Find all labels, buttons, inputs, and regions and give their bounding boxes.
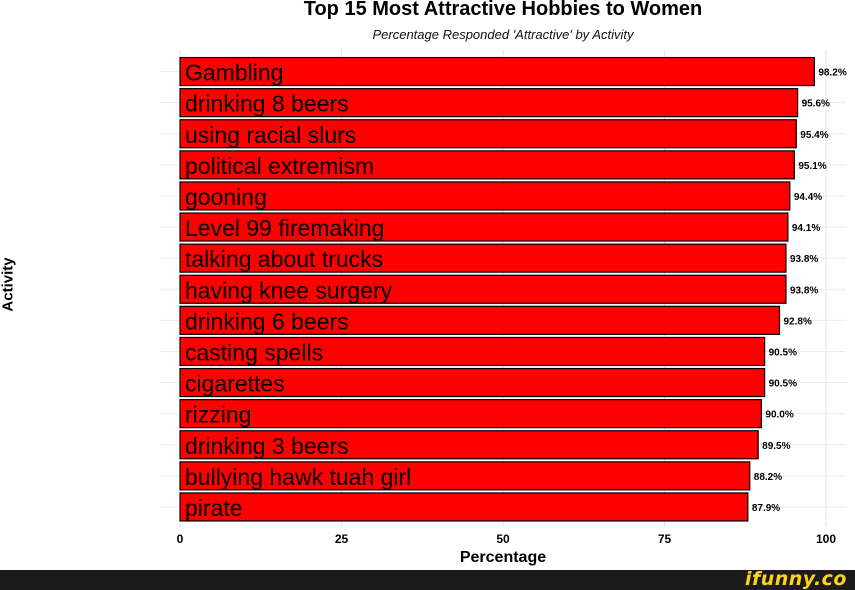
bar-category-label: gooning (185, 184, 267, 210)
bar-category-label: casting spells (185, 339, 323, 365)
ifunny-logo: ifunny.co (744, 568, 847, 590)
bar (179, 430, 759, 460)
bar (179, 150, 795, 180)
bar-value-label: 95.6% (802, 99, 830, 110)
chart-title: Top 15 Most Attractive Hobbies to Women (303, 0, 703, 20)
bar-value-label: 98.2% (818, 68, 846, 79)
bar-value-label: 95.1% (798, 161, 826, 172)
x-tick-label: 75 (658, 532, 672, 546)
bar (179, 461, 751, 491)
bar-value-label: 89.5% (762, 441, 790, 452)
bar-category-label: rizzing (185, 402, 251, 428)
bar-value-label: 90.0% (765, 410, 793, 421)
x-tick-label: 25 (335, 532, 349, 546)
bar (179, 88, 799, 118)
bar (179, 243, 787, 273)
bar (179, 336, 766, 367)
chart-subtitle: Percentage Responded 'Attractive' by Act… (372, 27, 634, 42)
bar-value-label: 94.1% (792, 223, 820, 234)
bar-category-label: Gambling (185, 60, 283, 86)
bar-category-label: drinking 3 beers (185, 433, 349, 459)
bar (179, 56, 815, 87)
bar-value-label: 95.4% (800, 130, 828, 141)
bar-category-label: talking about trucks (185, 246, 383, 272)
bar-value-label: 88.2% (754, 472, 782, 483)
bar-value-label: 90.5% (769, 379, 797, 390)
bar (179, 492, 749, 522)
bar-category-label: pirate (185, 495, 243, 521)
bar (179, 305, 781, 335)
bar (179, 399, 763, 429)
x-tick-label: 50 (496, 532, 510, 546)
bar-value-label: 93.8% (790, 285, 818, 296)
bar-category-label: cigarettes (185, 371, 285, 397)
watermark-bar: ifunny.co (0, 568, 855, 590)
x-tick-label: 100 (816, 532, 836, 546)
bar (179, 274, 787, 304)
bar (179, 119, 797, 149)
bar-category-label: having knee surgery (185, 277, 393, 303)
x-axis-label: Percentage (459, 549, 547, 566)
bar (179, 212, 789, 242)
bar (179, 367, 766, 398)
bar-value-label: 93.8% (790, 254, 818, 265)
bar-category-label: using racial slurs (185, 122, 356, 148)
bar-category-label: Level 99 firemaking (185, 215, 384, 241)
bar-value-label: 94.4% (794, 192, 822, 203)
bar (179, 181, 791, 211)
bar-value-label: 92.8% (783, 316, 811, 327)
bar-value-label: 90.5% (769, 347, 797, 358)
x-tick-label: 0 (177, 532, 184, 546)
bar-value-label: 87.9% (752, 503, 780, 514)
bar-category-label: bullying hawk tuah girl (185, 464, 411, 490)
bar-category-label: political extremism (185, 153, 374, 179)
bar-category-label: drinking 8 beers (185, 91, 349, 117)
bar-category-label: drinking 6 beers (185, 308, 349, 334)
